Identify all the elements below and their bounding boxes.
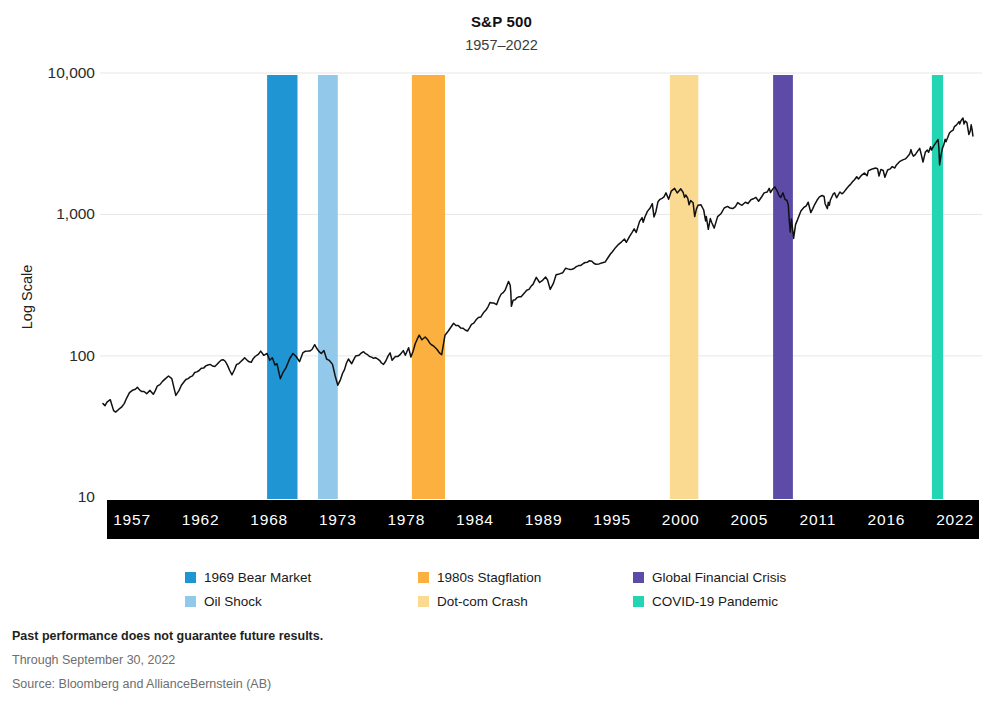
sp500-chart-svg: 1957 1962 1968 1973 1978 1984 1989 1995 2000 2005… [0, 0, 1003, 560]
sp500-figure: S&P 500 1957–2022 Log Scale 195719621968… [0, 0, 1003, 703]
y-axis-label: 10,000 [48, 64, 96, 81]
x-axis-label: 2005 [730, 511, 768, 528]
event-band [412, 75, 445, 499]
y-axis-label: 1,000 [56, 205, 95, 222]
y-axis-label: 10 [78, 488, 96, 505]
x-axis-label: 1962 [182, 511, 220, 528]
footer: Past performance does not guarantee futu… [12, 629, 323, 701]
legend-swatch [418, 596, 429, 607]
x-axis-label: 2022 [936, 511, 974, 528]
legend-label: 1980s Stagflation [437, 570, 541, 585]
price-line [103, 118, 973, 412]
event-band [267, 75, 297, 499]
x-axis-label: 1995 [593, 511, 631, 528]
legend-swatch [185, 596, 196, 607]
x-axis-label: 2016 [868, 511, 906, 528]
event-band [773, 75, 793, 499]
legend-label: COVID-19 Pandemic [652, 594, 778, 609]
x-axis-label: 1978 [387, 511, 425, 528]
x-axis-label: 1984 [456, 511, 494, 528]
legend-label: Oil Shock [204, 594, 262, 609]
legend-item: COVID-19 Pandemic [633, 594, 786, 609]
footer-through-date: Through September 30, 2022 [12, 653, 323, 667]
legend-item: 1969 Bear Market [185, 570, 418, 585]
event-band [670, 75, 698, 499]
legend-swatch [633, 572, 644, 583]
legend-item: Oil Shock [185, 594, 418, 609]
x-axis-label: 2000 [662, 511, 700, 528]
x-axis-label: 1968 [250, 511, 288, 528]
legend-label: Global Financial Crisis [652, 570, 786, 585]
footer-disclaimer: Past performance does not guarantee futu… [12, 629, 323, 643]
legend-item: Global Financial Crisis [633, 570, 786, 585]
legend-label: Dot-com Crash [437, 594, 528, 609]
x-axis-label: 1957 [113, 511, 151, 528]
event-band [932, 75, 943, 499]
footer-source: Source: Bloomberg and AllianceBernstein … [12, 677, 323, 691]
legend-swatch [185, 572, 196, 583]
x-axis-label: 1973 [319, 511, 357, 528]
event-band [318, 75, 338, 499]
legend-item: 1980s Stagflation [418, 570, 633, 585]
x-axis-label: 2011 [800, 511, 837, 528]
legend-item: Dot-com Crash [418, 594, 633, 609]
y-axis-label: 100 [69, 347, 95, 364]
chart-legend: 1969 Bear Market Oil Shock 1980s Stagflati… [185, 565, 786, 613]
x-axis-label: 1989 [525, 511, 563, 528]
legend-swatch [633, 596, 644, 607]
legend-label: 1969 Bear Market [204, 570, 311, 585]
legend-swatch [418, 572, 429, 583]
